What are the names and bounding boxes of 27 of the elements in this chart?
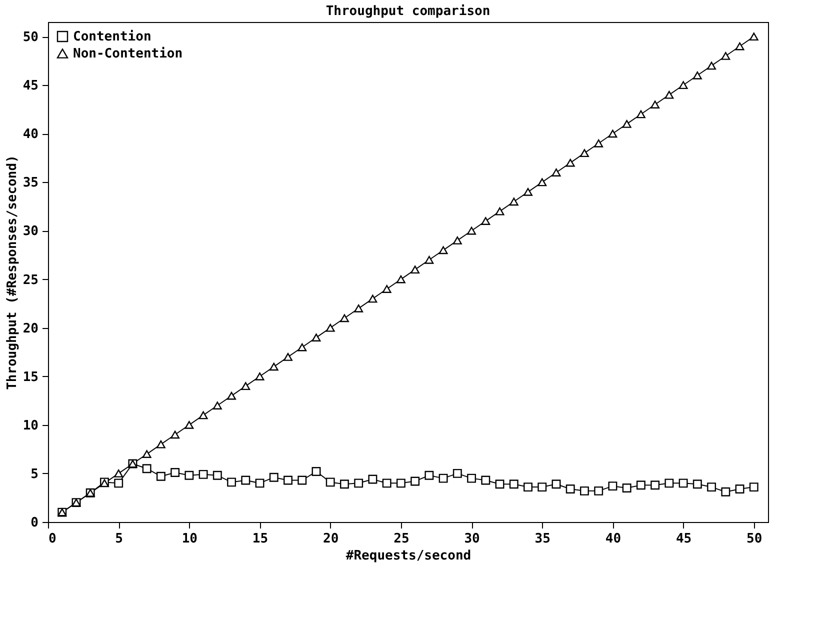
y-tick-label: 25 [22,272,38,288]
y-tick-label: 35 [22,176,38,191]
y-tick-label: 0 [30,516,39,530]
x-tick-label: 0 [48,532,56,546]
y-tick-label: 5 [30,466,38,482]
x-tick-label: 10 [182,532,198,546]
y-tick-label: 45 [22,78,38,94]
y-tick-label: 10 [22,418,39,434]
y-tick-label: 40 [22,127,39,142]
x-tick-label: 25 [394,532,410,546]
x-axis-title: #Requests/second [346,548,472,564]
x-tick-label: 35 [534,532,550,546]
x-tick-label: 5 [115,532,123,546]
chart-title: Throughput comparison [326,4,490,19]
x-tick-label: 30 [464,532,480,546]
legend-label: Non-Contention [73,46,183,62]
x-tick-label: 40 [605,532,622,546]
y-axis-title: Throughput (#Responses/second) [4,155,20,390]
y-tick-label: 50 [22,30,39,46]
x-tick-label: 20 [323,532,339,546]
y-tick-label: 30 [22,224,39,240]
x-tick-label: 45 [676,532,692,546]
legend-label: Contention [73,30,152,44]
y-tick-label: 20 [22,321,39,336]
x-tick-label: 15 [252,532,268,546]
x-tick-label: 50 [746,532,762,546]
y-tick-label: 15 [22,370,38,385]
